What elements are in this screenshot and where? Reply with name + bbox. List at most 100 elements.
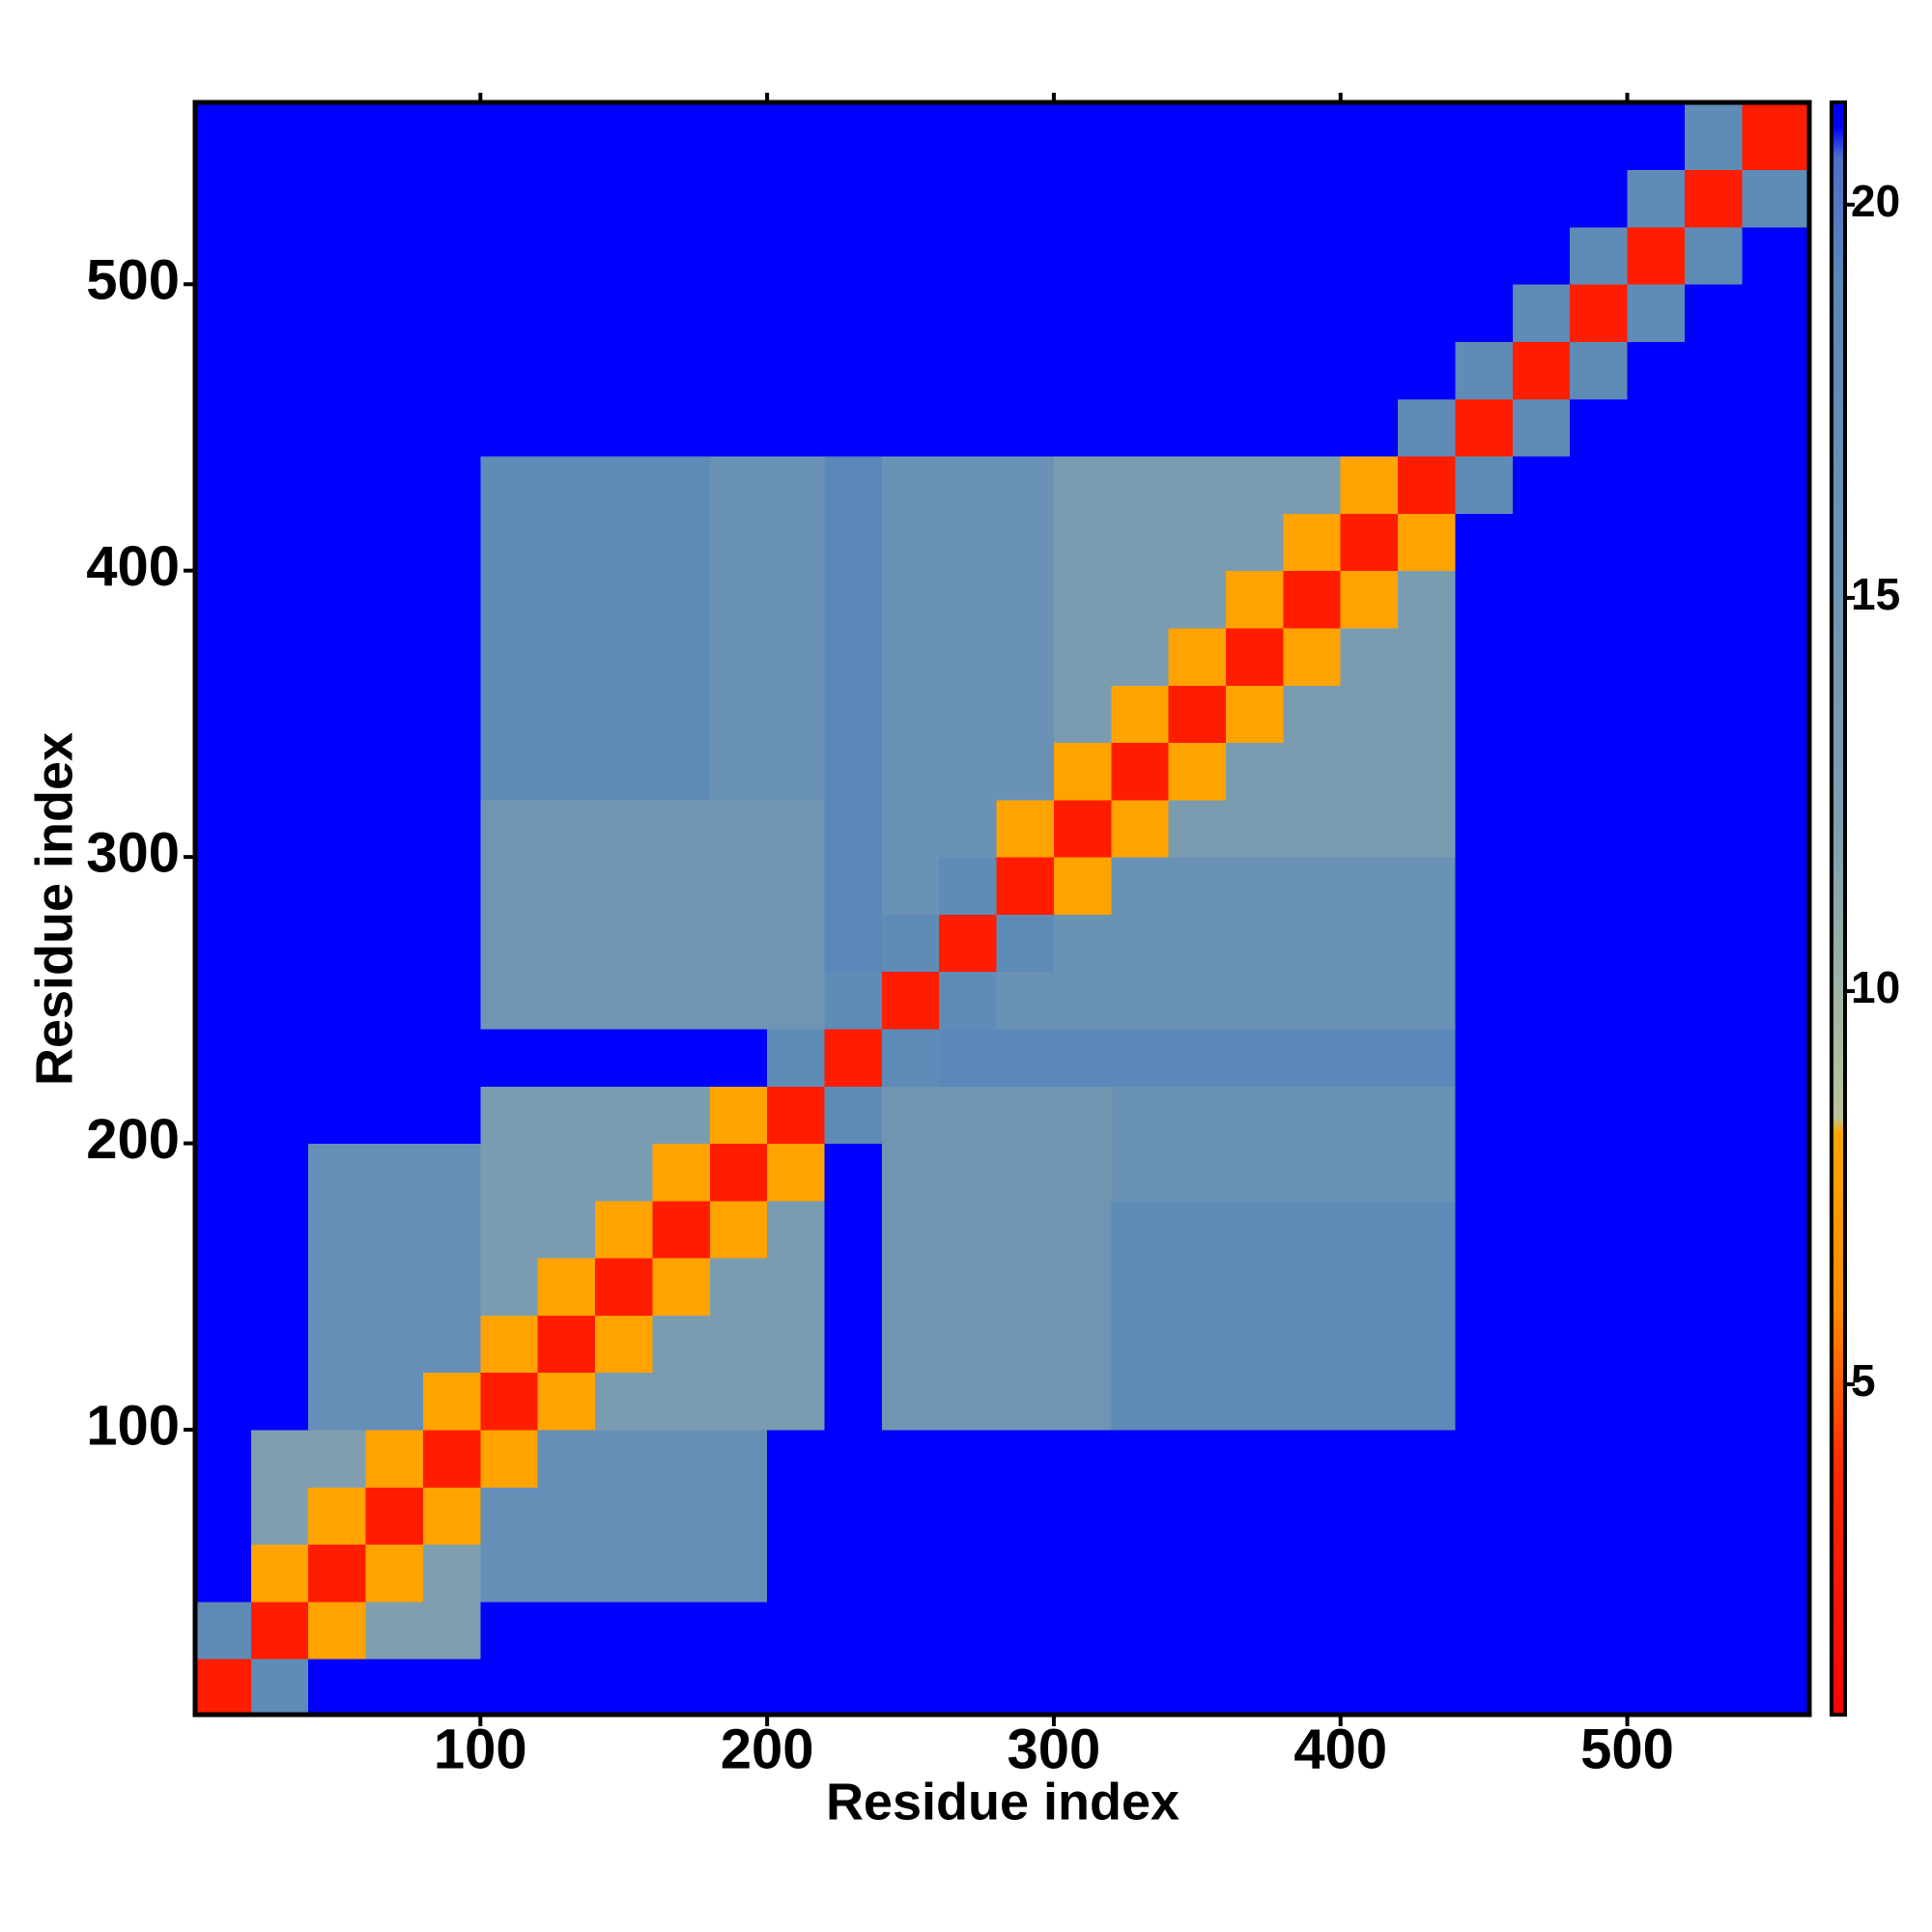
heatmap-cell: [1111, 1143, 1170, 1202]
heatmap-cell: [709, 1659, 768, 1715]
heatmap-cell: [537, 742, 596, 801]
heatmap-cell: [824, 1200, 883, 1259]
heatmap-cell: [1627, 1258, 1686, 1316]
heatmap-cell: [480, 1601, 539, 1660]
heatmap-cell: [1283, 513, 1342, 572]
heatmap-cell: [652, 1372, 711, 1431]
heatmap-cell: [652, 1430, 711, 1488]
y-tick-label: 400: [86, 535, 180, 598]
heatmap-cell: [365, 1315, 424, 1374]
heatmap-cell: [537, 685, 596, 744]
heatmap-cell: [422, 1143, 481, 1202]
heatmap-cell: [1340, 799, 1399, 858]
heatmap-cell: [1340, 914, 1399, 973]
heatmap-cell: [308, 627, 367, 686]
heatmap-cell: [537, 284, 596, 343]
heatmap-cell: [1398, 102, 1456, 171]
heatmap-cell: [652, 398, 711, 457]
heatmap-cell: [939, 226, 998, 285]
heatmap-cell: [595, 685, 653, 744]
heatmap-cell: [1627, 1315, 1686, 1374]
heatmap-cell: [1053, 857, 1112, 915]
heatmap-cell: [824, 226, 883, 285]
heatmap-cell: [1627, 102, 1686, 171]
heatmap-cell: [195, 1258, 252, 1316]
heatmap-cell: [881, 226, 940, 285]
heatmap-cell: [1684, 857, 1743, 915]
heatmap-cell: [1570, 1487, 1629, 1546]
heatmap-cell: [1570, 513, 1629, 572]
heatmap-cell: [824, 627, 883, 686]
heatmap-cell: [1684, 102, 1743, 171]
heatmap-cell: [250, 627, 309, 686]
heatmap-cell: [1742, 1143, 1809, 1202]
heatmap-cell: [1570, 1143, 1629, 1202]
heatmap-cell: [824, 799, 883, 858]
heatmap-cell: [308, 1544, 367, 1603]
heatmap-cell: [1627, 914, 1686, 973]
heatmap-cell: [422, 799, 481, 858]
heatmap-cell: [824, 742, 883, 801]
heatmap-cell: [1283, 1372, 1342, 1431]
heatmap-cell: [1283, 799, 1342, 858]
heatmap-cell: [1340, 1372, 1399, 1431]
heatmap-cell: [1398, 284, 1456, 343]
heatmap-cell: [1053, 1200, 1112, 1259]
heatmap-cell: [1226, 102, 1284, 171]
heatmap-cell: [1684, 1659, 1743, 1715]
heatmap-cell: [250, 799, 309, 858]
heatmap-cell: [1455, 914, 1514, 973]
heatmap-cell: [1053, 284, 1112, 343]
heatmap-cell: [1053, 1086, 1112, 1145]
heatmap-cell: [195, 284, 252, 343]
heatmap-cell: [308, 914, 367, 973]
heatmap-cell: [1111, 284, 1170, 343]
heatmap-cell: [195, 1544, 252, 1603]
heatmap-cell: [1512, 1029, 1571, 1087]
heatmap-cell: [767, 685, 825, 744]
heatmap-cell: [195, 1200, 252, 1259]
heatmap-cell: [422, 570, 481, 629]
heatmap-cell: [1512, 685, 1571, 744]
heatmap-cell: [308, 102, 367, 171]
heatmap-cell: [652, 513, 711, 572]
heatmap-cell: [1340, 1200, 1399, 1259]
heatmap-cell: [1742, 799, 1809, 858]
heatmap-cell: [1398, 742, 1456, 801]
heatmap-cell: [250, 1430, 309, 1488]
heatmap-cell: [1398, 799, 1456, 858]
heatmap-cell: [1455, 1086, 1514, 1145]
heatmap-cell: [1111, 1544, 1170, 1603]
heatmap-cell: [709, 1315, 768, 1374]
heatmap-cell: [652, 1487, 711, 1546]
heatmap-cell: [824, 1143, 883, 1202]
heatmap-cell: [1512, 1143, 1571, 1202]
heatmap-cell: [480, 799, 539, 858]
heatmap-cell: [824, 857, 883, 915]
heatmap-cell: [308, 1086, 367, 1145]
heatmap-cell: [1398, 1487, 1456, 1546]
heatmap-cell: [824, 169, 883, 228]
heatmap-cell: [1398, 857, 1456, 915]
heatmap-cell: [1226, 1029, 1284, 1087]
heatmap-cell: [1340, 284, 1399, 343]
heatmap-cell: [195, 685, 252, 744]
heatmap-cell: [480, 1544, 539, 1603]
heatmap-cell: [939, 284, 998, 343]
heatmap-cell: [365, 456, 424, 514]
heatmap-cell: [824, 1659, 883, 1715]
heatmap-cell: [652, 627, 711, 686]
heatmap-cell: [595, 914, 653, 973]
heatmap-cell: [1111, 169, 1170, 228]
heatmap-cell: [709, 1544, 768, 1603]
heatmap-cell: [1226, 685, 1284, 744]
heatmap-cell: [1283, 284, 1342, 343]
heatmap-cell: [1283, 1601, 1342, 1660]
heatmap-cell: [195, 1601, 252, 1660]
heatmap-cell: [881, 685, 940, 744]
heatmap-cell: [767, 1487, 825, 1546]
heatmap-cell: [1226, 1143, 1284, 1202]
heatmap-cell: [595, 971, 653, 1030]
heatmap-cell: [250, 1315, 309, 1374]
